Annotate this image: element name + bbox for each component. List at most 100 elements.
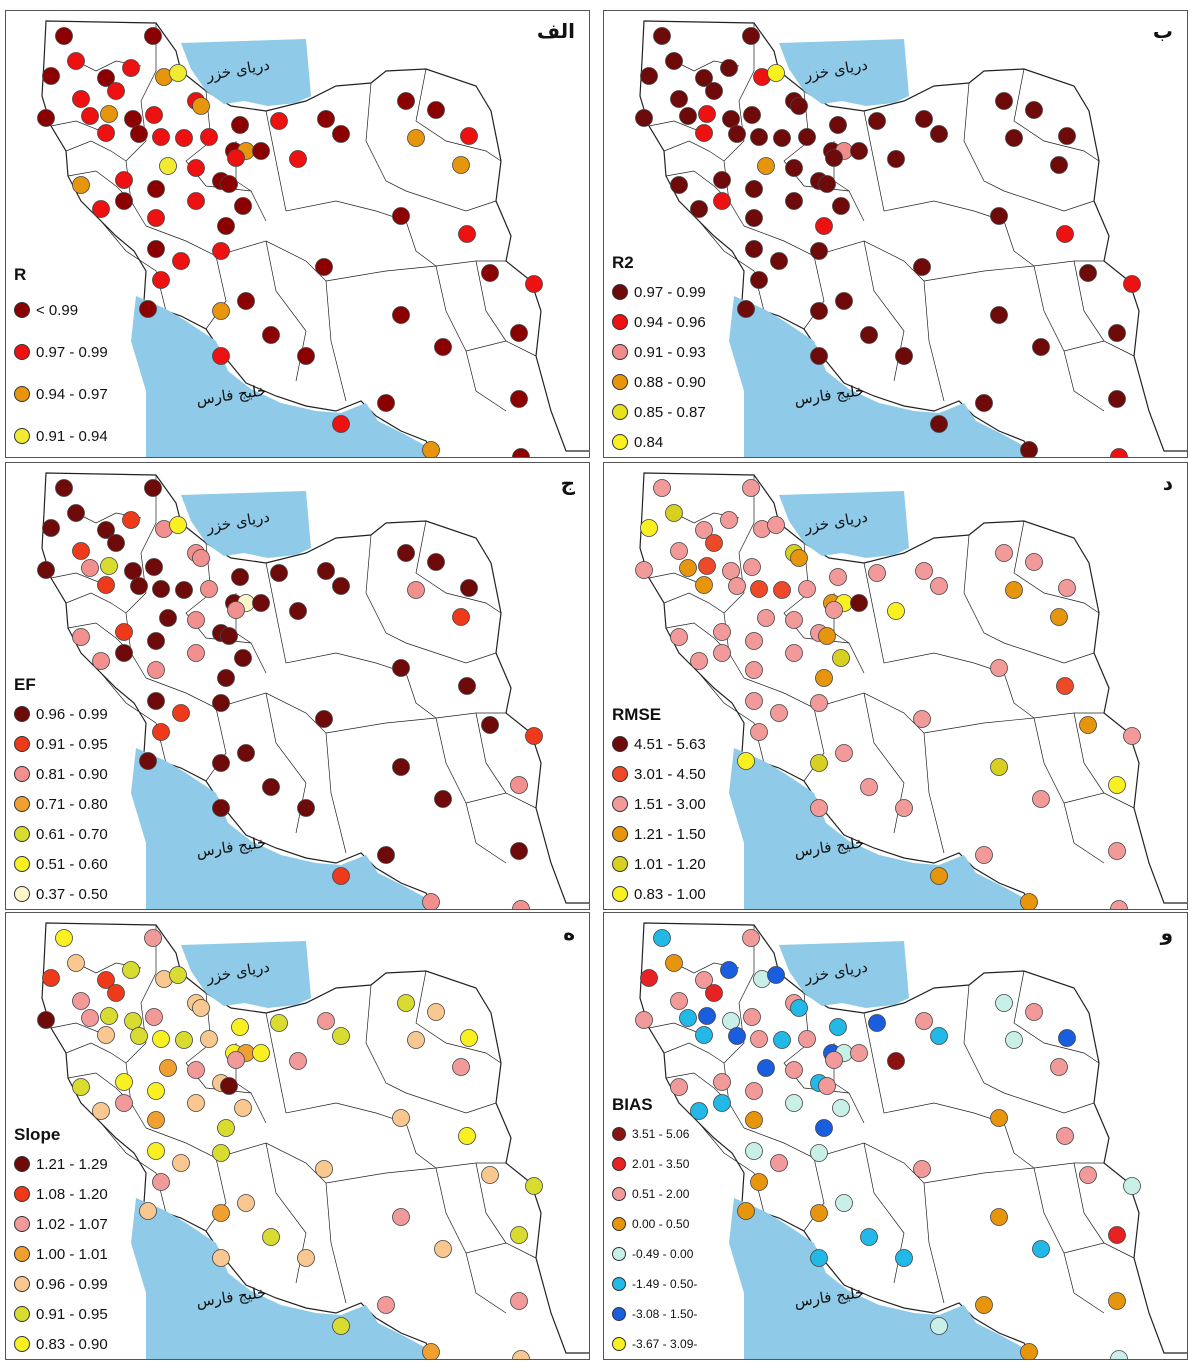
- station-point: [152, 1030, 170, 1048]
- station-point: [810, 694, 828, 712]
- station-point: [297, 347, 315, 365]
- station-point: [698, 557, 716, 575]
- legend-item: 0.94 - 0.97: [14, 373, 108, 415]
- station-point: [42, 969, 60, 987]
- station-point: [392, 306, 410, 324]
- station-point: [743, 106, 761, 124]
- legend-label: 0.51 - 0.60: [36, 855, 108, 873]
- station-point: [452, 156, 470, 174]
- legend-swatch: [14, 1186, 30, 1202]
- legend-label: 0.97 - 0.99: [36, 343, 108, 361]
- station-point: [670, 628, 688, 646]
- legend-item: 0.96 - 0.99: [14, 1269, 108, 1299]
- station-point: [512, 1350, 530, 1359]
- station-point: [130, 125, 148, 143]
- station-point: [720, 59, 738, 77]
- station-point: [695, 971, 713, 989]
- province-border: [1003, 1122, 1035, 1169]
- legend-title: Slope: [14, 1125, 61, 1144]
- legend-label: 2.01 - 3.50: [632, 1157, 690, 1171]
- station-point: [392, 659, 410, 677]
- legend: R < 0.99 0.97 - 0.99 0.94 - 0.97 0.91 - 0.9…: [14, 265, 108, 457]
- station-point: [770, 704, 788, 722]
- legend-title: R: [14, 265, 27, 284]
- legend-item: 1.02 - 1.07: [14, 1209, 108, 1239]
- station-point: [698, 105, 716, 123]
- station-point: [289, 602, 307, 620]
- province-border: [743, 677, 925, 734]
- station-point: [1110, 900, 1128, 909]
- station-point: [72, 90, 90, 108]
- station-point: [512, 448, 530, 457]
- station-point: [217, 669, 235, 687]
- station-point: [289, 1052, 307, 1070]
- legend-label: 0.91 - 0.94: [36, 427, 108, 445]
- province-border: [663, 1042, 725, 1064]
- iran-land: [41, 922, 589, 1359]
- legend: Slope 1.21 - 1.29 1.08 - 1.20 1.02 - 1.07 1…: [14, 1125, 108, 1359]
- province-border: [1003, 672, 1035, 719]
- station-point: [481, 264, 499, 282]
- legend-item: < 0.99: [14, 289, 108, 331]
- panel-title: و: [1160, 921, 1173, 945]
- legend-item: 0.85 - 0.87: [612, 397, 706, 427]
- province-border: [923, 1182, 945, 1304]
- station-point: [130, 1027, 148, 1045]
- station-point: [850, 142, 868, 160]
- station-point: [745, 692, 763, 710]
- province-border: [145, 677, 327, 734]
- caspian-sea: [181, 941, 311, 1008]
- station-point: [231, 1018, 249, 1036]
- legend-item: 2.01 - 3.50: [612, 1149, 697, 1179]
- station-point: [159, 157, 177, 175]
- station-point: [175, 581, 193, 599]
- caspian-sea: [779, 39, 909, 106]
- legend-label: 1.51 - 3.00: [634, 795, 706, 813]
- station-point: [169, 966, 187, 984]
- station-point: [460, 127, 478, 145]
- station-point: [829, 1018, 847, 1036]
- station-point: [670, 176, 688, 194]
- station-point: [145, 106, 163, 124]
- station-point: [227, 601, 245, 619]
- station-point: [750, 723, 768, 741]
- station-point: [427, 1003, 445, 1021]
- station-point: [713, 623, 731, 641]
- station-point: [407, 1031, 425, 1049]
- station-point: [92, 652, 110, 670]
- legend-label: 1.01 - 1.20: [634, 855, 706, 873]
- station-point: [1020, 441, 1038, 457]
- station-point: [1058, 1029, 1076, 1047]
- province-border: [923, 732, 945, 854]
- station-point: [332, 1317, 350, 1335]
- province-border: [1013, 970, 1100, 1064]
- station-point: [115, 171, 133, 189]
- station-point: [810, 1144, 828, 1162]
- station-point: [115, 623, 133, 641]
- province-border: [365, 534, 497, 664]
- legend-item: 3.01 - 4.50: [612, 759, 706, 789]
- province-border: [415, 520, 502, 614]
- station-point: [510, 1292, 528, 1310]
- station-point: [810, 302, 828, 320]
- province-border: [365, 984, 497, 1114]
- legend-label: < 0.99: [36, 301, 79, 319]
- legend-item: 1.51 - 3.00: [612, 789, 706, 819]
- station-point: [460, 1029, 478, 1047]
- legend-label: 0.91 - 0.93: [634, 343, 706, 361]
- station-point: [139, 752, 157, 770]
- legend-item: 1.21 - 1.50: [612, 819, 706, 849]
- map-panel-bias: و دریای خزر خلیج فارس BIAS 3.51 - 5.06 2.…: [603, 912, 1188, 1360]
- panel-title: ب: [1152, 19, 1173, 43]
- station-point: [665, 52, 683, 70]
- station-point: [315, 258, 333, 276]
- legend-label: -0.49 - 0.00: [632, 1247, 694, 1261]
- station-point: [97, 124, 115, 142]
- station-point: [767, 64, 785, 82]
- station-point: [122, 961, 140, 979]
- legend-item: -3.67 - 3.09-: [612, 1329, 697, 1359]
- province-border: [50, 1022, 102, 1034]
- caspian-sea: [181, 491, 311, 558]
- station-point: [262, 326, 280, 344]
- station-point: [97, 521, 115, 539]
